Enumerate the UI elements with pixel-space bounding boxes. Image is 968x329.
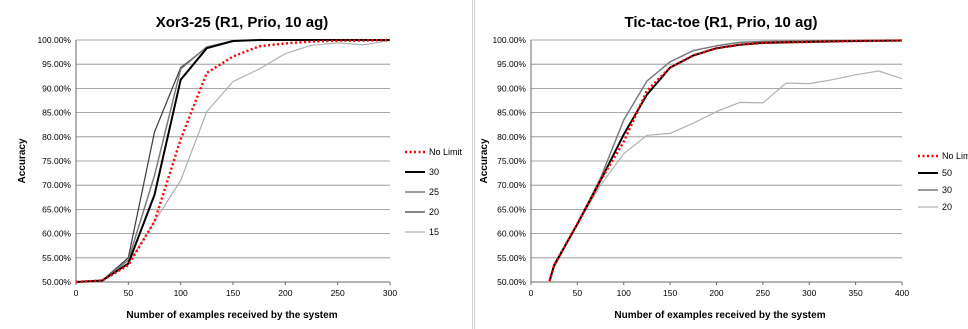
y-tick-label: 100.00%: [492, 35, 526, 45]
chart-title: Xor3-25 (R1, Prio, 10 ag): [156, 14, 329, 31]
x-tick-label: 100: [174, 288, 188, 298]
series-line-no-limi: [548, 39, 903, 282]
x-tick-label: 300: [383, 288, 397, 298]
y-tick-label: 90.00%: [497, 83, 526, 93]
chart-panel-tictactoe: Tic-tac-toe (R1, Prio, 10 ag) Number of …: [474, 0, 968, 329]
y-tick-label: 70.00%: [42, 180, 71, 190]
legend-label: 30: [429, 167, 439, 177]
y-tick-label: 60.00%: [497, 229, 526, 239]
legend-label: 50: [942, 168, 952, 178]
legend-label: No Limi: [942, 151, 968, 161]
x-tick-label: 300: [802, 288, 816, 298]
x-tick-label: 50: [573, 288, 583, 298]
y-tick-label: 65.00%: [42, 204, 71, 214]
y-tick-label: 90.00%: [42, 83, 71, 93]
x-tick-label: 150: [663, 288, 677, 298]
y-tick-label: 75.00%: [42, 156, 71, 166]
legend-label: No Limit: [429, 147, 463, 157]
chart-panel-xor3: Xor3-25 (R1, Prio, 10 ag) Number of exam…: [0, 0, 473, 329]
x-tick-label: 100: [617, 288, 631, 298]
x-tick-label: 200: [278, 288, 292, 298]
y-tick-label: 55.00%: [497, 253, 526, 263]
legend-label: 20: [429, 207, 439, 217]
y-tick-label: 95.00%: [497, 59, 526, 69]
chart-tictactoe: Tic-tac-toe (R1, Prio, 10 ag) Number of …: [479, 14, 968, 321]
legend-label: 25: [429, 187, 439, 197]
y-tick-label: 85.00%: [497, 108, 526, 118]
x-tick-label: 0: [74, 288, 79, 298]
y-tick-label: 100.00%: [37, 35, 71, 45]
legend: No Limit 30 25 20 15: [405, 147, 463, 237]
x-axis-label: Number of examples received by the syste…: [614, 310, 825, 321]
y-tick-label: 65.00%: [497, 204, 526, 214]
x-tick-label: 200: [709, 288, 723, 298]
y-axis-label: Accuracy: [17, 138, 28, 183]
x-tick-label: 150: [226, 288, 240, 298]
y-tick-label: 70.00%: [497, 180, 526, 190]
legend-label: 30: [942, 185, 952, 195]
y-axis-label: Accuracy: [479, 138, 490, 183]
x-tick-label: 50: [124, 288, 134, 298]
x-axis-label: Number of examples received by the syste…: [126, 310, 337, 321]
y-tick-label: 75.00%: [497, 156, 526, 166]
y-tick-label: 55.00%: [42, 253, 71, 263]
y-tick-label: 85.00%: [42, 108, 71, 118]
x-tick-label: 400: [895, 288, 909, 298]
y-tick-label: 80.00%: [42, 132, 71, 142]
grid: [76, 39, 390, 283]
y-tick-label: 60.00%: [42, 229, 71, 239]
y-tick-label: 95.00%: [42, 59, 71, 69]
legend: No Limi 50 30 20: [918, 151, 968, 212]
legend-label: 20: [942, 202, 952, 212]
x-tick-label: 250: [756, 288, 770, 298]
y-tick-label: 50.00%: [42, 277, 71, 287]
chart-title: Tic-tac-toe (R1, Prio, 10 ag): [624, 14, 817, 31]
x-tick-label: 0: [529, 288, 534, 298]
y-tick-label: 50.00%: [497, 277, 526, 287]
x-tick-label: 250: [331, 288, 345, 298]
series-line-20: [548, 70, 903, 282]
chart-xor3: Xor3-25 (R1, Prio, 10 ag) Number of exam…: [17, 14, 463, 321]
legend-label: 15: [429, 227, 439, 237]
y-tick-label: 80.00%: [497, 132, 526, 142]
x-tick-label: 350: [849, 288, 863, 298]
